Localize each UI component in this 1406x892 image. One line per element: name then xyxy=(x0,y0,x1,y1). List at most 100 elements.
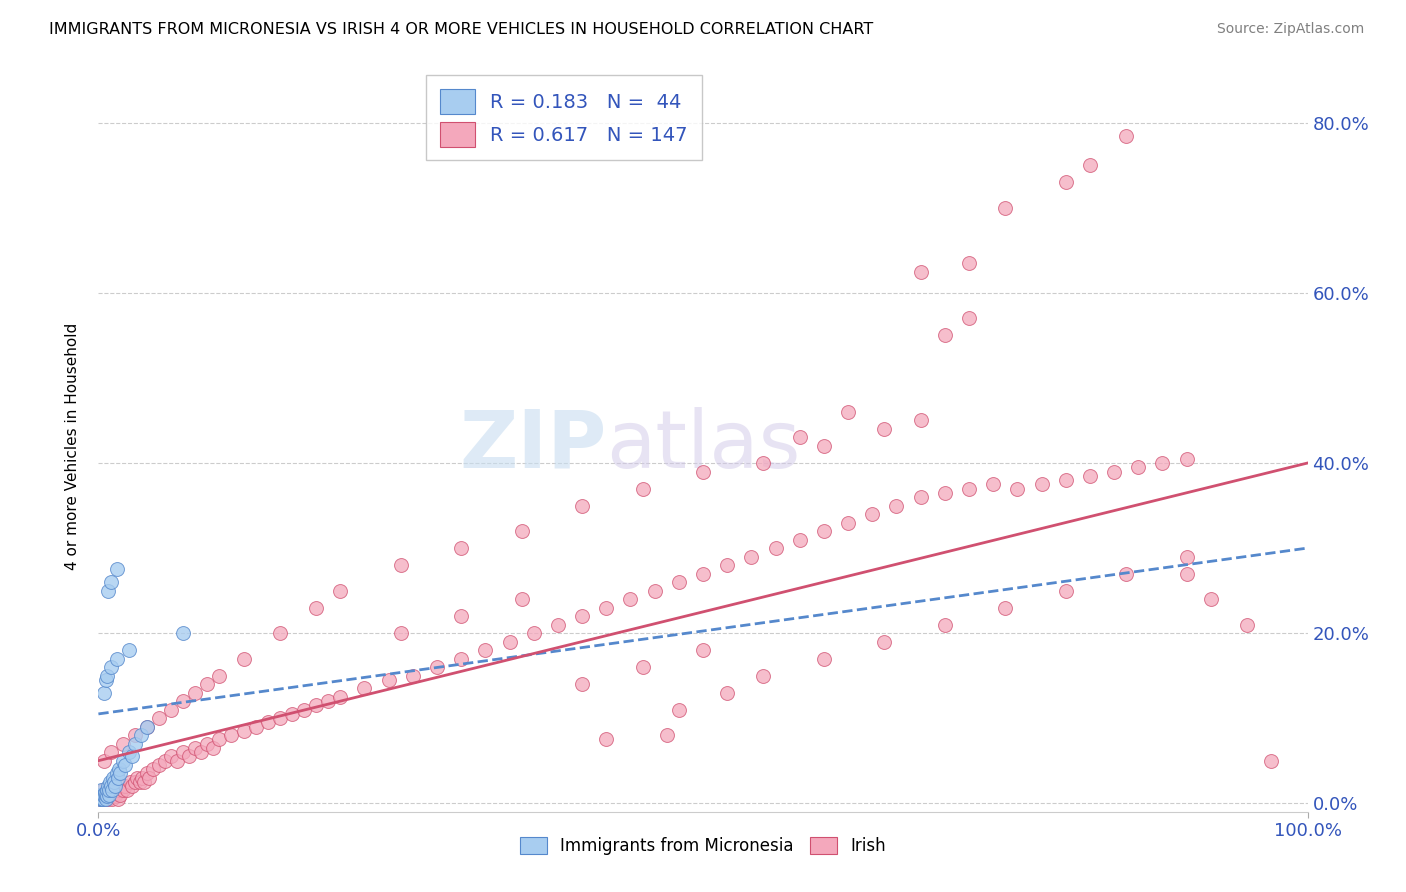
Point xyxy=(100,745,122,759)
Point xyxy=(138,771,160,785)
Point xyxy=(450,609,472,624)
Point xyxy=(789,533,811,547)
Point xyxy=(1175,549,1198,564)
Point xyxy=(190,745,212,759)
Point xyxy=(134,775,156,789)
Point xyxy=(107,771,129,785)
Legend: Immigrants from Micronesia, Irish: Immigrants from Micronesia, Irish xyxy=(513,830,893,862)
Point xyxy=(195,737,218,751)
Point xyxy=(91,792,114,806)
Point xyxy=(105,651,128,665)
Point xyxy=(269,711,291,725)
Point xyxy=(631,482,654,496)
Point xyxy=(172,694,194,708)
Point xyxy=(571,499,593,513)
Point xyxy=(910,413,932,427)
Point xyxy=(172,745,194,759)
Point xyxy=(160,703,183,717)
Point xyxy=(329,690,352,704)
Point xyxy=(104,789,127,804)
Point xyxy=(752,668,775,682)
Point xyxy=(91,792,114,806)
Point xyxy=(1128,460,1150,475)
Point xyxy=(179,749,201,764)
Point xyxy=(97,788,120,802)
Point xyxy=(1102,465,1125,479)
Point xyxy=(127,771,149,785)
Point xyxy=(631,660,654,674)
Point xyxy=(523,626,546,640)
Point xyxy=(860,507,883,521)
Point xyxy=(131,771,153,785)
Point xyxy=(101,771,124,785)
Point xyxy=(100,783,122,797)
Point xyxy=(934,617,956,632)
Point xyxy=(118,745,141,759)
Point xyxy=(100,792,122,806)
Point xyxy=(1175,566,1198,581)
Point xyxy=(89,792,111,806)
Point xyxy=(91,788,114,802)
Point xyxy=(389,626,412,640)
Point xyxy=(90,792,112,806)
Point xyxy=(292,703,315,717)
Point xyxy=(886,499,908,513)
Point xyxy=(644,583,666,598)
Point xyxy=(124,737,146,751)
Point xyxy=(103,783,125,797)
Point xyxy=(105,562,128,576)
Point xyxy=(232,651,254,665)
Point xyxy=(124,775,146,789)
Point xyxy=(108,762,131,776)
Point xyxy=(105,766,128,780)
Point xyxy=(789,430,811,444)
Point xyxy=(96,668,118,682)
Point xyxy=(316,694,339,708)
Point xyxy=(135,720,157,734)
Point xyxy=(389,558,412,572)
Point xyxy=(232,723,254,738)
Point xyxy=(142,762,165,776)
Point xyxy=(101,788,124,802)
Point xyxy=(93,789,115,804)
Point xyxy=(93,789,115,804)
Point xyxy=(957,256,980,270)
Point xyxy=(208,732,231,747)
Point xyxy=(172,626,194,640)
Y-axis label: 4 or more Vehicles in Household: 4 or more Vehicles in Household xyxy=(65,322,80,570)
Point xyxy=(121,749,143,764)
Point xyxy=(377,673,399,687)
Point xyxy=(668,575,690,590)
Point xyxy=(98,775,121,789)
Point xyxy=(111,737,134,751)
Point xyxy=(957,311,980,326)
Point xyxy=(100,779,122,793)
Point xyxy=(135,720,157,734)
Point xyxy=(104,779,127,793)
Point xyxy=(837,516,859,530)
Point xyxy=(93,754,115,768)
Point xyxy=(1054,473,1077,487)
Point xyxy=(910,490,932,504)
Point xyxy=(97,792,120,806)
Point xyxy=(1054,583,1077,598)
Point xyxy=(1031,477,1053,491)
Point xyxy=(114,779,136,793)
Point xyxy=(108,783,131,797)
Point xyxy=(184,686,207,700)
Point xyxy=(994,201,1017,215)
Point xyxy=(281,706,304,721)
Point xyxy=(221,728,243,742)
Point xyxy=(124,728,146,742)
Point xyxy=(426,660,449,674)
Point xyxy=(269,626,291,640)
Point xyxy=(934,485,956,500)
Point xyxy=(107,792,129,806)
Point xyxy=(105,786,128,800)
Point xyxy=(1078,468,1101,483)
Point xyxy=(934,328,956,343)
Point xyxy=(474,643,496,657)
Point xyxy=(108,788,131,802)
Point xyxy=(166,754,188,768)
Text: IMMIGRANTS FROM MICRONESIA VS IRISH 4 OR MORE VEHICLES IN HOUSEHOLD CORRELATION : IMMIGRANTS FROM MICRONESIA VS IRISH 4 OR… xyxy=(49,22,873,37)
